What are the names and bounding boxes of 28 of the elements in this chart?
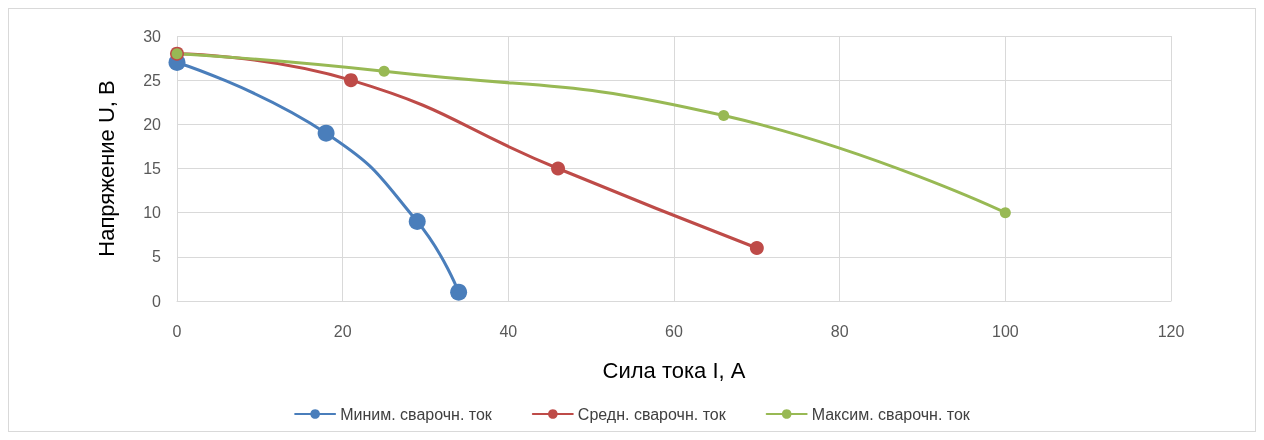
x-tick-label: 100 [991, 322, 1019, 340]
y-tick-label: 25 [143, 71, 162, 89]
y-tick-label: 0 [152, 292, 162, 310]
legend-label: Средн. сварочн. ток [577, 405, 727, 423]
x-tick-label: 40 [499, 322, 518, 340]
point [718, 110, 730, 121]
x-tick-label: 80 [830, 322, 849, 340]
x-tick-label: 60 [665, 322, 683, 340]
point [749, 241, 764, 255]
y-tick-label: 30 [143, 27, 162, 45]
y-tick-label: 20 [143, 115, 162, 133]
point [450, 283, 468, 301]
legend-label: Максим. сварочн. ток [811, 405, 971, 423]
point [378, 65, 390, 77]
y-tick-label: 15 [143, 160, 162, 177]
y-tick-label: 5 [152, 248, 162, 266]
x-tick-label: 20 [333, 322, 352, 340]
point [408, 213, 426, 230]
y-tick-label: 10 [143, 204, 162, 222]
point [343, 73, 358, 88]
x-tick-label: 120 [1157, 322, 1185, 340]
point [999, 207, 1011, 219]
point [551, 161, 566, 176]
x-axis-title: Сила тока I, А [602, 357, 746, 383]
x-tick-label: 0 [172, 322, 182, 340]
y-axis-title: Напряжение U, В [93, 80, 119, 257]
legend-label: Миним. сварочн. ток [340, 405, 493, 423]
point [317, 124, 335, 142]
